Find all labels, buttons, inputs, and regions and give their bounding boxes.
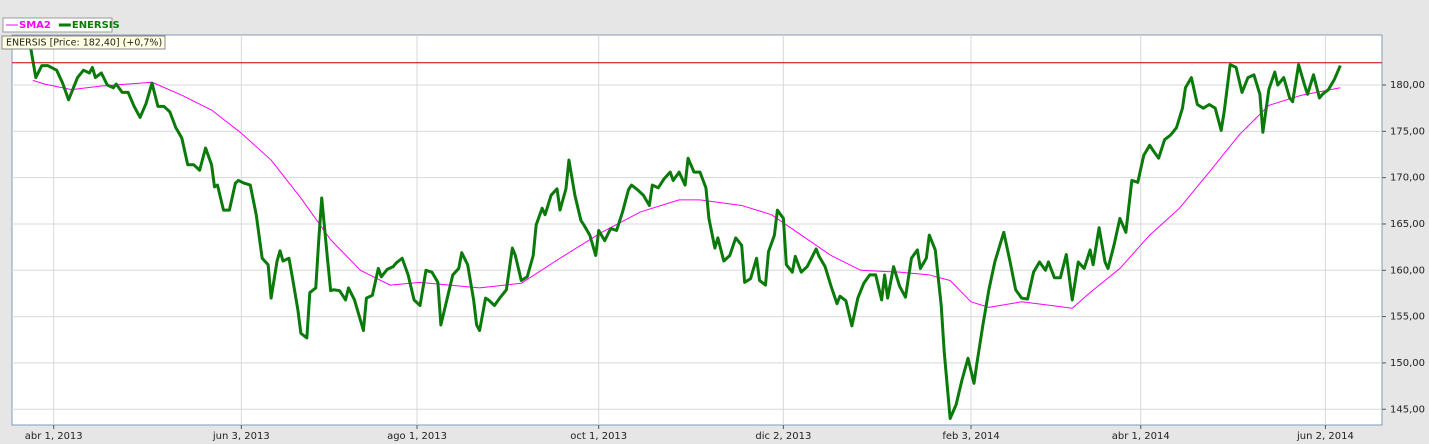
x-tick-label: dic 2, 2013 <box>755 431 811 442</box>
grid-layer <box>12 35 1386 429</box>
x-tick-label: feb 3, 2014 <box>942 431 999 442</box>
x-tick-label: jun 3, 2013 <box>212 431 270 442</box>
y-tick-label: 180,00 <box>1390 80 1425 91</box>
x-tick-label: oct 1, 2013 <box>570 431 627 442</box>
x-tick-label: abr 1, 2013 <box>25 431 83 442</box>
y-tick-label: 160,00 <box>1390 265 1425 276</box>
y-tick-label: 145,00 <box>1390 404 1425 415</box>
x-tick-label: ago 1, 2013 <box>387 431 447 442</box>
overlay-layer: ENERSIS [Price: 182,40] (+0,7%) <box>1 35 1382 64</box>
series-line <box>32 79 1341 309</box>
legend <box>2 17 113 33</box>
y-tick-label: 155,00 <box>1390 312 1425 323</box>
y-tick-label: 175,00 <box>1390 126 1425 137</box>
y-tick-label: 150,00 <box>1390 358 1425 369</box>
y-tick-label: 170,00 <box>1390 173 1425 184</box>
plot-area <box>11 34 1383 426</box>
y-tick-label: 165,00 <box>1390 219 1425 230</box>
annotation: ENERSIS [Price: 182,40] (+0,7%) <box>6 38 162 49</box>
legend-label: ENERSIS <box>72 20 120 31</box>
legend-label: SMA2 <box>19 20 51 31</box>
lines-layer <box>28 43 1342 421</box>
x-tick-label: abr 1, 2014 <box>1112 431 1170 442</box>
series-line <box>28 43 1342 421</box>
x-tick-label: jun 2, 2014 <box>1296 431 1354 442</box>
annotation-box <box>1 35 166 50</box>
